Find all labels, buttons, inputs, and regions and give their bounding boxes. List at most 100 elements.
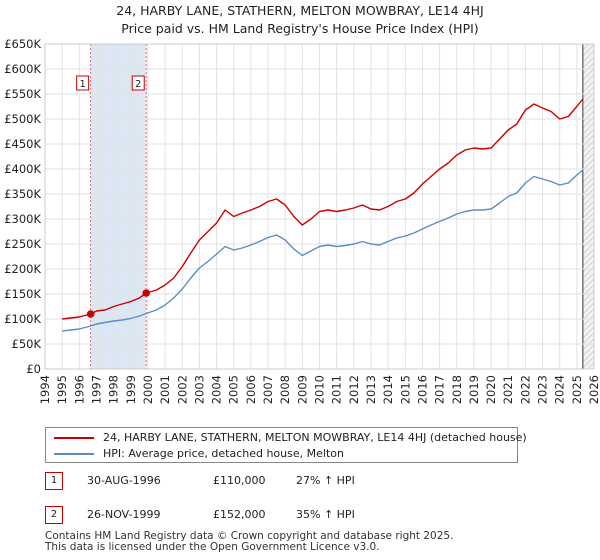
x-tick-label: 2002 [175,375,189,404]
y-tick-label: £500K [4,112,41,126]
x-tick-label: 2017 [433,375,447,404]
y-tick-label: £400K [4,162,41,176]
hatch-line [582,146,595,159]
x-tick-label: 2022 [518,375,532,404]
x-tick-label: 2019 [467,375,481,404]
x-tick-label: 1997 [89,375,103,404]
x-tick-label: 2001 [158,375,172,404]
transaction-date: 30-AUG-1996 [87,474,161,487]
legend: 24, HARBY LANE, STATHERN, MELTON MOWBRAY… [45,427,527,463]
shaded-ownership-region [90,44,595,369]
legend-label-hpi: HPI: Average price, detached house, Melt… [103,447,344,460]
y-tick-label: £650K [4,37,41,51]
x-tick-label: 2005 [227,375,241,404]
x-tick-label: 1994 [38,375,52,404]
hatch-line [582,158,595,171]
chart-title-line2: Price paid vs. HM Land Registry's House … [121,21,479,36]
transaction-marker-box [131,75,145,91]
x-tick-label: 2007 [261,375,275,404]
hatch-line [582,188,595,201]
transaction-row: 1 30-AUG-1996 £110,000 27% ↑ HPI [45,472,465,490]
hatch-line [582,44,590,51]
plot-frame [44,43,595,370]
y-tick-label: £600K [4,62,41,76]
x-tick-label: 1999 [124,375,138,404]
transaction-marker-label: 2 [135,79,141,90]
y-tick-label: £100K [4,312,41,326]
hatch-line [582,212,595,225]
x-tick-label: 2008 [278,375,292,404]
hatch-line [582,230,595,243]
hatch-line [582,92,595,105]
y-tick-label: £0 [26,362,41,376]
legend-swatch-property [54,437,94,439]
hatch-line [582,194,595,207]
x-tick-label: 1998 [107,375,121,404]
y-tick-label: £250K [4,237,41,251]
hatch-line [582,254,595,267]
hatch-line [582,248,595,261]
hatch-line [582,338,595,351]
hatch-line [582,170,595,183]
x-tick-label: 2010 [313,375,327,404]
hatch-line [582,44,584,45]
y-tick-label: £150K [4,287,41,301]
transaction-marker-label: 1 [79,79,85,90]
y-axis-ticks: £0 £50K £100K £150K £200K £250K £300K £350K £400… [4,37,41,376]
transaction-date: 26-NOV-1999 [87,508,161,521]
y-tick-label: £450K [4,137,41,151]
hatch-line [582,242,595,255]
x-tick-label: 1995 [55,375,69,404]
transaction-marker-box [76,75,90,91]
x-tick-label: 2024 [553,375,567,404]
x-tick-label: 2015 [398,375,412,404]
hatch-line [582,128,595,141]
hatch-line [582,62,595,75]
hatch-line [582,152,595,165]
y-tick-label: £300K [4,212,41,226]
x-tick-label: 2026 [587,375,600,404]
transaction-number: 1 [45,472,63,490]
hatch-line [582,110,595,123]
footer-line1: Contains HM Land Registry data © Crown c… [45,530,454,542]
x-tick-label: 2014 [381,375,395,404]
footer: Contains HM Land Registry data © Crown c… [45,531,453,553]
transaction-hpi-diff: 27% ↑ HPI [296,474,355,487]
hatch-line [593,368,595,369]
chart-title-line1: 24, HARBY LANE, STATHERN, MELTON MOWBRAY… [116,3,484,18]
hatch-line [582,56,595,69]
chart-title: 24, HARBY LANE, STATHERN, MELTON MOWBRAY… [0,2,600,38]
transaction-row: 2 26-NOV-1999 £152,000 35% ↑ HPI [45,506,465,524]
hatch-line [582,200,595,213]
transaction-point [86,310,95,318]
x-tick-label: 2021 [501,375,515,404]
legend-item-hpi: HPI: Average price, detached house, Melt… [54,446,344,462]
x-tick-label: 1996 [72,375,86,404]
x-tick-label: 2006 [244,375,258,404]
x-tick-label: 2011 [330,375,344,404]
y-tick-label: £200K [4,262,41,276]
hpi-line [62,169,584,332]
x-axis-ticks: 1994 1995 1996 1997 1998 1999 2000 2001 2002 2003… [38,375,600,404]
hatch-line [582,50,595,63]
legend-swatch-hpi [54,453,94,455]
hatch-line [582,140,595,153]
x-tick-label: 2009 [295,375,309,404]
y-tick-label: £50K [12,337,42,351]
transaction-price: £152,000 [213,508,266,521]
hatch-line [582,182,595,195]
footer-line2: This data is licensed under the Open Gov… [45,541,380,553]
transaction-hpi-diff: 35% ↑ HPI [296,508,355,521]
x-tick-label: 2025 [570,375,584,404]
hatch-line [582,68,595,81]
ownership-shade [90,44,147,369]
transaction-number: 2 [45,506,63,524]
x-tick-label: 2016 [415,375,429,404]
hatch-line [582,236,595,249]
hatch-line [582,86,595,99]
hatch-line [582,116,595,129]
y-tick-label: £350K [4,187,41,201]
legend-label-property: 24, HARBY LANE, STATHERN, MELTON MOWBRAY… [103,431,527,444]
